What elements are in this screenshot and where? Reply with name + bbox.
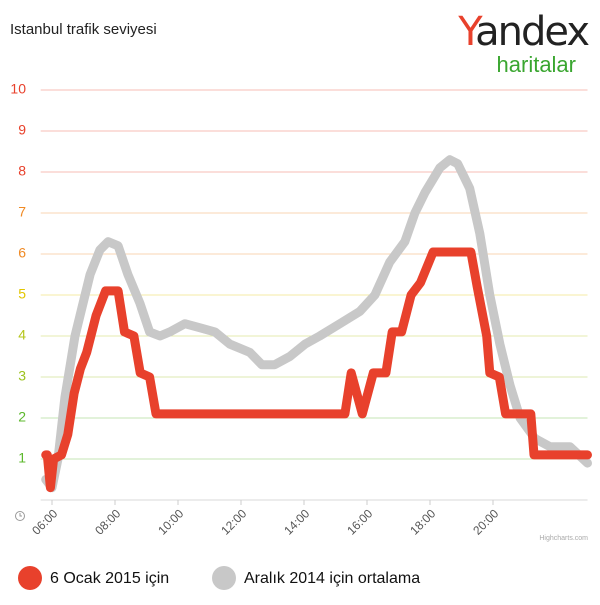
y-tick-label: 9	[18, 122, 26, 138]
legend-marker	[212, 566, 236, 590]
x-tick-label: 14:00	[281, 506, 312, 537]
logo-brand: Yandex	[457, 9, 589, 55]
x-tick-label: 20:00	[470, 506, 501, 537]
x-tick-label: 10:00	[155, 506, 186, 537]
y-tick-label: 2	[18, 409, 26, 425]
y-tick-label: 4	[18, 327, 26, 343]
legend-marker	[18, 566, 42, 590]
chart-title: Istanbul trafik seviyesi	[10, 21, 157, 38]
y-tick-label: 6	[18, 245, 26, 261]
x-tick-label: 16:00	[344, 506, 375, 537]
y-tick-label: 7	[18, 204, 26, 220]
credits: Highcharts.com	[539, 535, 588, 542]
legend-label: 6 Ocak 2015 için	[50, 570, 169, 587]
x-tick-label: 12:00	[218, 506, 249, 537]
logo-product: haritalar	[497, 52, 576, 77]
x-tick-label: 06:00	[29, 506, 60, 537]
line-series	[41, 155, 592, 493]
y-tick-label: 8	[18, 163, 26, 179]
y-tick-label: 1	[18, 450, 26, 466]
x-tick-label: 08:00	[92, 506, 123, 537]
y-tick-label: 10	[10, 81, 26, 97]
x-tick-label: 18:00	[407, 506, 438, 537]
line-series	[41, 247, 592, 493]
y-tick-label: 3	[18, 368, 26, 384]
legend-label: Aralık 2014 için ortalama	[244, 570, 420, 587]
clock-icon	[15, 511, 25, 521]
y-tick-label: 5	[18, 286, 26, 302]
